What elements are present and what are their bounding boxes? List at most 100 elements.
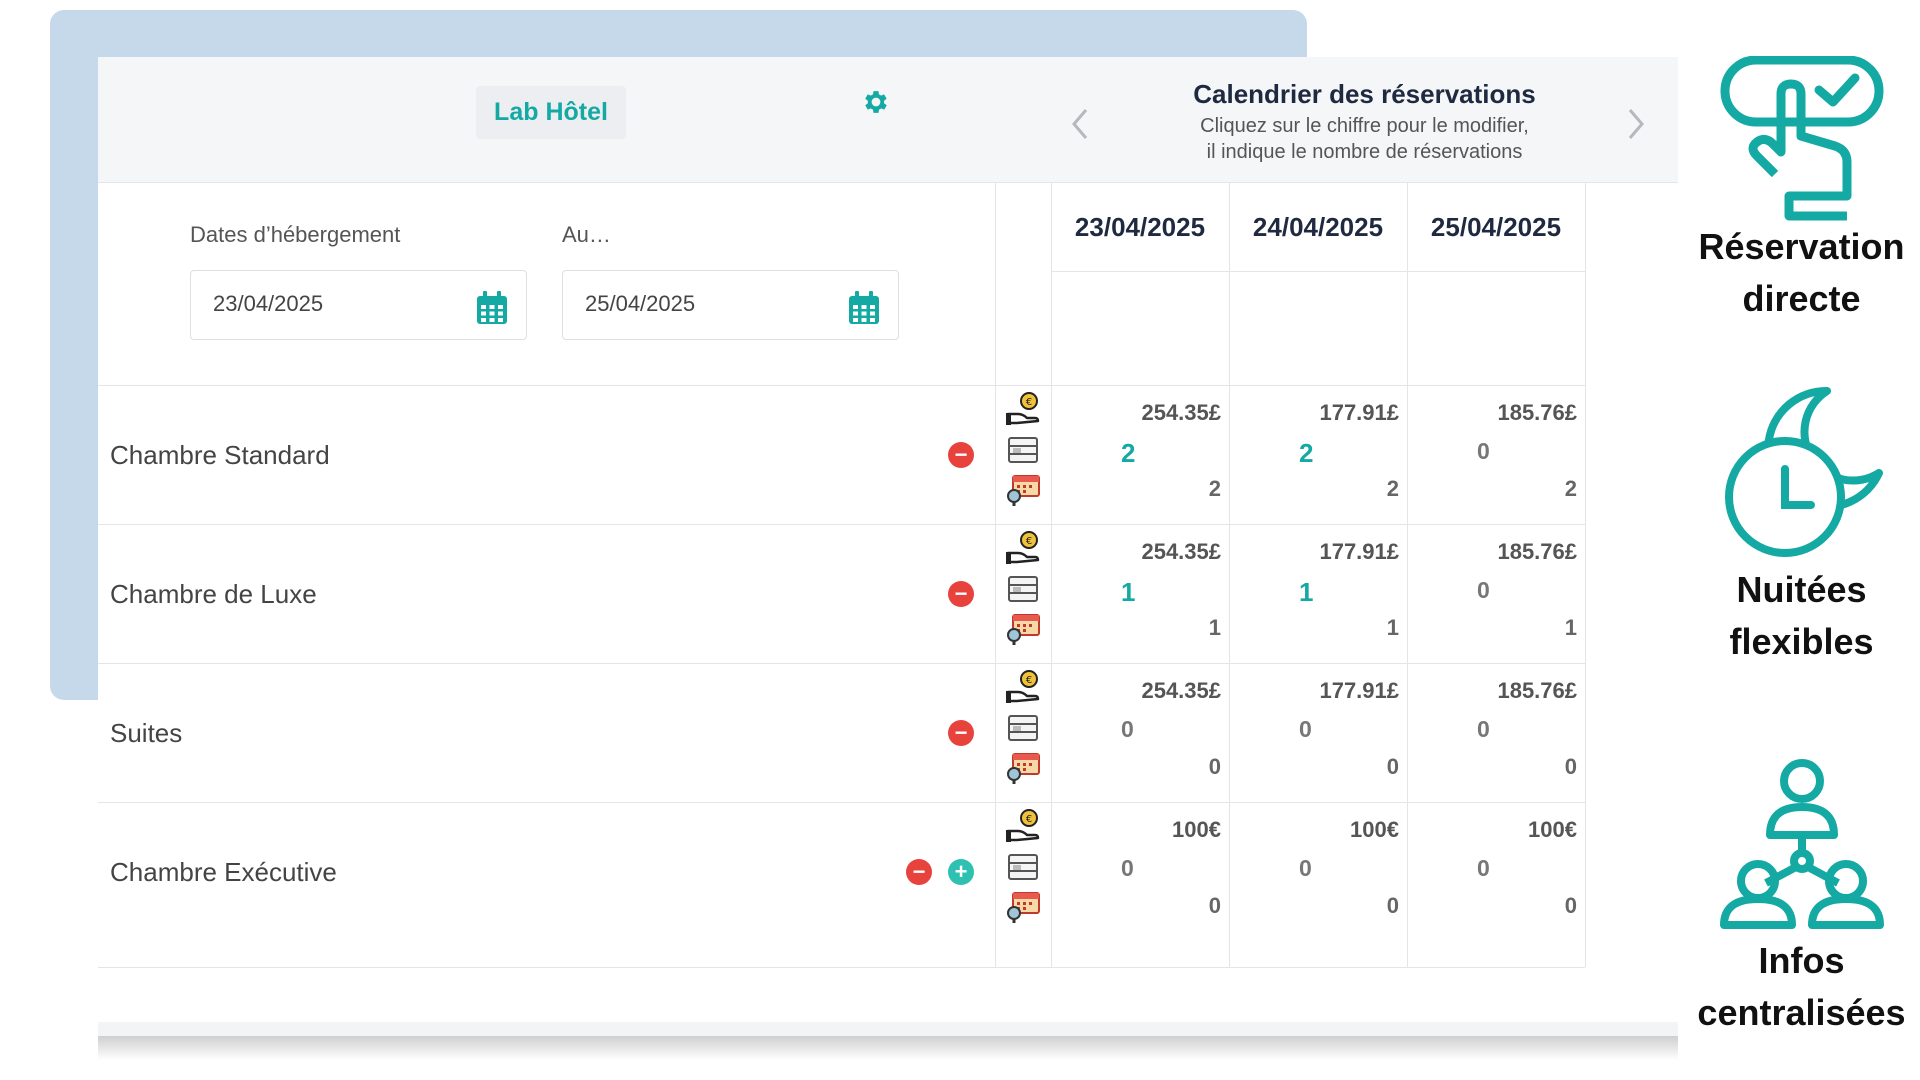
cell-total: 1 <box>1386 615 1399 640</box>
cell-total: 0 <box>1564 893 1577 918</box>
feature-label-line: centralisées <box>1697 992 1906 1033</box>
cell-price: 254.35£ <box>1141 539 1221 564</box>
cell-price: 185.76£ <box>1497 539 1577 564</box>
feature-label: Infos centralisées <box>1683 935 1920 1039</box>
panel-footer-strip <box>98 1022 1678 1036</box>
calendar-cell: 177.91£ 1 1 <box>1229 525 1407 664</box>
cell-total: 2 <box>1386 476 1399 501</box>
from-date-field[interactable]: 23/04/2025 <box>190 270 527 340</box>
calendar-cell: 185.76£ 0 2 <box>1407 386 1585 525</box>
grid-line <box>1051 182 1052 967</box>
to-date-value: 25/04/2025 <box>585 291 696 316</box>
calendar-header: Calendrier des réservations Cliquez sur … <box>1051 57 1678 183</box>
cell-total: 0 <box>1386 754 1399 779</box>
chevron-left-icon[interactable] <box>1069 105 1091 143</box>
cell-price: 254.35£ <box>1141 400 1221 425</box>
feature-label-line: Réservation <box>1698 226 1905 267</box>
availability-calendar-icon <box>1005 611 1041 645</box>
cell-price: 100€ <box>1528 817 1577 842</box>
bed-icon <box>1005 571 1041 605</box>
calendar-cell: 185.76£ 0 1 <box>1407 525 1585 664</box>
remove-room-button[interactable]: − <box>948 720 974 746</box>
price-icon: € <box>1005 531 1041 565</box>
cell-total: 0 <box>1208 893 1221 918</box>
calendar-cell: 254.35£ 0 0 <box>1051 664 1229 803</box>
room-name: Chambre Exécutive <box>110 857 337 887</box>
calendar-icon[interactable] <box>848 291 880 325</box>
column-date-3: 25/04/2025 <box>1430 212 1562 242</box>
bed-icon <box>1005 710 1041 744</box>
header-divider <box>1051 271 1585 272</box>
cell-price: 185.76£ <box>1497 678 1577 703</box>
clock-moon-icon <box>1724 386 1883 557</box>
svg-text:€: € <box>1026 397 1032 408</box>
cell-price: 177.91£ <box>1319 678 1399 703</box>
add-room-button[interactable]: + <box>948 859 974 885</box>
cell-booking-count[interactable]: 0 <box>1121 855 1134 881</box>
feature-label-line: Nuitées <box>1736 569 1867 610</box>
calendar-subtitle-line-1: Cliquez sur le chiffre pour le modifier, <box>1200 115 1529 137</box>
calendar-cell: 100€ 0 0 <box>1229 803 1407 942</box>
bed-icon <box>1005 432 1041 466</box>
cell-total: 2 <box>1208 476 1221 501</box>
column-date-2: 24/04/2025 <box>1252 212 1384 242</box>
cell-booking-count[interactable]: 2 <box>1121 438 1136 468</box>
calendar-cell: 100€ 0 0 <box>1051 803 1229 942</box>
remove-room-button[interactable]: − <box>948 442 974 468</box>
chevron-right-icon[interactable] <box>1625 105 1647 143</box>
cell-booking-count[interactable]: 0 <box>1477 855 1490 881</box>
svg-text:€: € <box>1026 814 1032 825</box>
feature-flexible-nights: Nuitées flexibles <box>1683 385 1920 668</box>
grid-line <box>1585 182 1586 967</box>
cell-total: 2 <box>1564 476 1577 501</box>
calendar-cell: 100€ 0 0 <box>1407 803 1585 942</box>
calendar-cell: 254.35£ 1 1 <box>1051 525 1229 664</box>
gear-icon[interactable] <box>861 87 891 117</box>
remove-room-button[interactable]: − <box>948 581 974 607</box>
hotel-name-button[interactable]: Lab Hôtel <box>476 86 626 139</box>
cell-price: 185.76£ <box>1497 400 1577 425</box>
grid-line <box>1407 182 1408 967</box>
room-name: Chambre Standard <box>110 440 330 470</box>
cell-booking-count[interactable]: 0 <box>1299 716 1312 742</box>
cell-booking-count[interactable]: 0 <box>1477 438 1490 464</box>
cell-booking-count[interactable]: 1 <box>1121 577 1136 607</box>
cell-booking-count[interactable]: 1 <box>1299 577 1314 607</box>
cell-booking-count[interactable]: 0 <box>1477 577 1490 603</box>
availability-calendar-icon <box>1005 889 1041 923</box>
cell-booking-count[interactable]: 2 <box>1299 438 1314 468</box>
cell-booking-count[interactable]: 0 <box>1121 716 1134 742</box>
svg-text:€: € <box>1026 536 1032 547</box>
calendar-subtitle: Cliquez sur le chiffre pour le modifier,… <box>1051 113 1678 165</box>
remove-room-button[interactable]: − <box>906 859 932 885</box>
calendar-cell: 177.91£ 0 0 <box>1229 664 1407 803</box>
header-left: Lab Hôtel <box>98 57 996 183</box>
table-row: Chambre de Luxe − €254.35£ 1 1 177.91£ 1 1 185.7… <box>98 524 1585 664</box>
column-date-1: 23/04/2025 <box>1074 212 1206 242</box>
feature-label-line: directe <box>1742 278 1861 319</box>
availability-calendar-icon <box>1005 750 1041 784</box>
cell-booking-count[interactable]: 0 <box>1299 855 1312 881</box>
feature-centralized-info: Infos centralisées <box>1683 757 1920 1039</box>
room-name: Chambre de Luxe <box>110 579 317 609</box>
calendar-icon[interactable] <box>476 291 508 325</box>
feature-label: Réservation directe <box>1683 221 1920 325</box>
grid-line <box>995 182 996 967</box>
from-date-value: 23/04/2025 <box>213 291 324 316</box>
cell-total: 0 <box>1208 754 1221 779</box>
cell-booking-count[interactable]: 0 <box>1477 716 1490 742</box>
to-date-field[interactable]: 25/04/2025 <box>562 270 899 340</box>
bed-icon <box>1005 849 1041 883</box>
cell-total: 1 <box>1208 615 1221 640</box>
touch-check-icon <box>1720 56 1883 221</box>
panel-shadow <box>98 1036 1678 1060</box>
cell-price: 100€ <box>1172 817 1221 842</box>
cell-price: 100€ <box>1350 817 1399 842</box>
feature-label: Nuitées flexibles <box>1683 564 1920 668</box>
feature-direct-booking: Réservation directe <box>1683 56 1920 325</box>
feature-label-line: Infos <box>1758 940 1845 981</box>
to-date-label: Au… <box>562 222 611 247</box>
price-icon: € <box>1005 392 1041 426</box>
cell-price: 254.35£ <box>1141 678 1221 703</box>
cell-total: 1 <box>1564 615 1577 640</box>
